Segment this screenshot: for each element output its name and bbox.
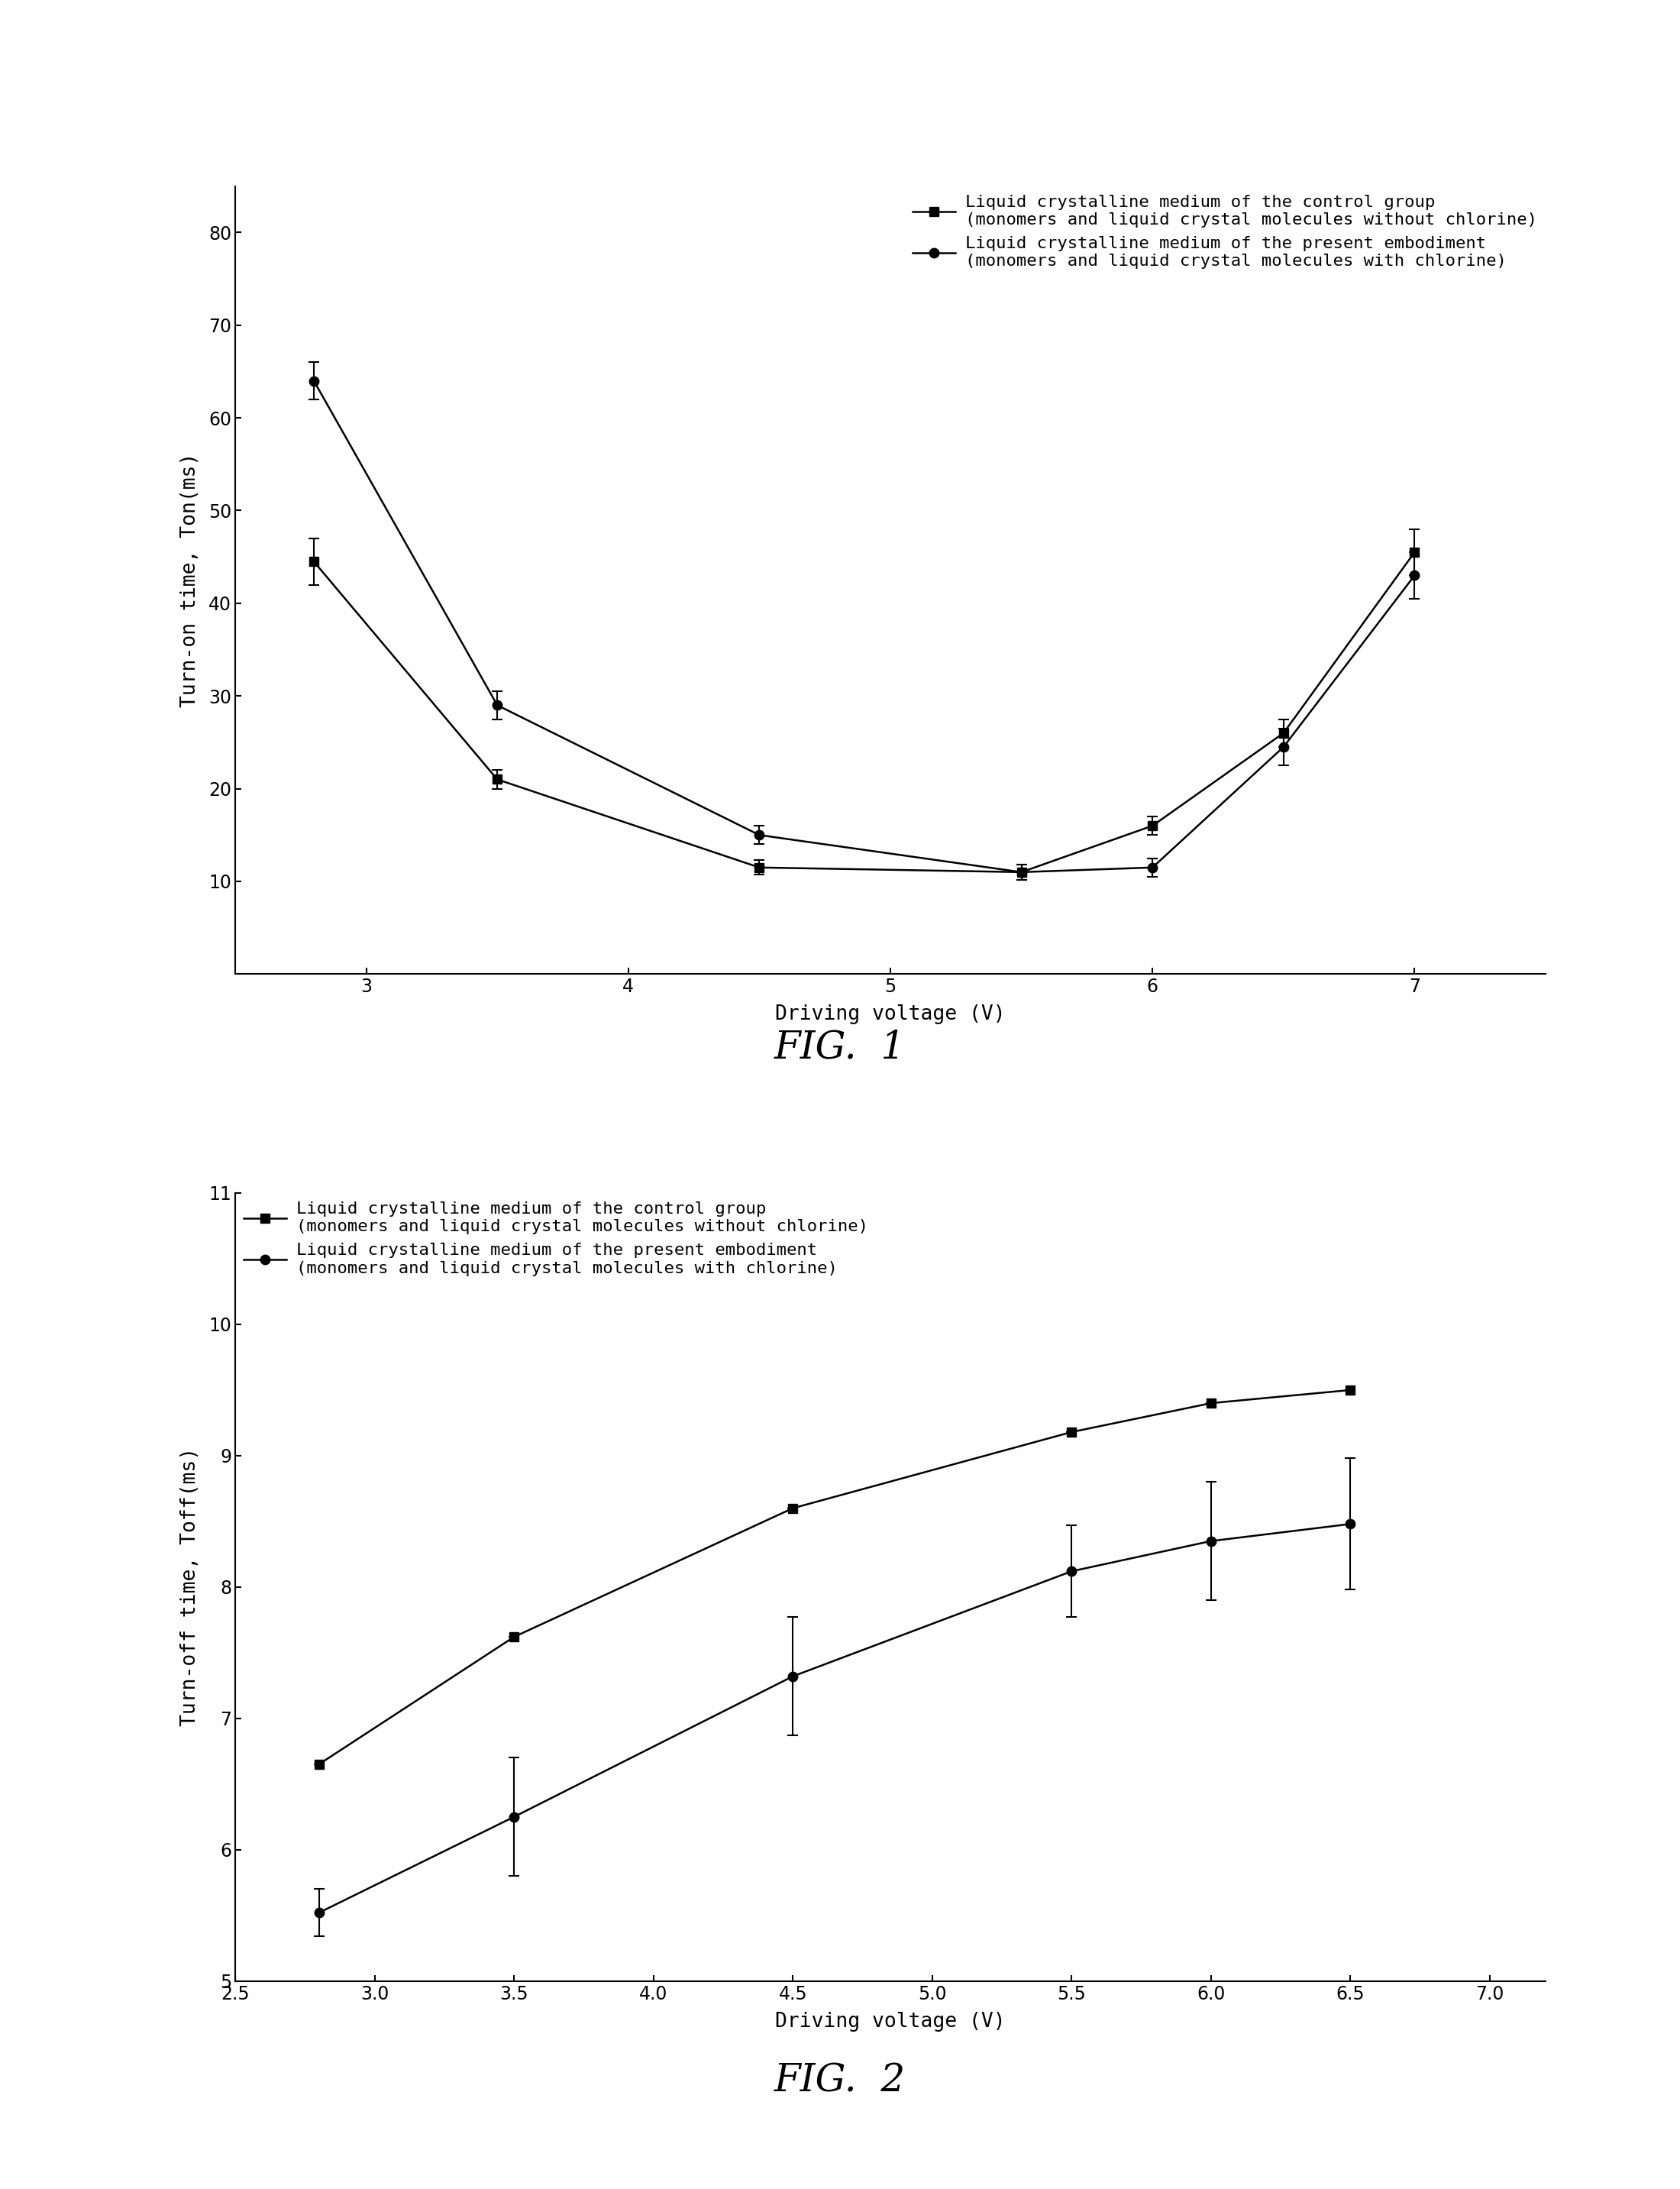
Y-axis label: Turn-off time, Toff(ms): Turn-off time, Toff(ms) <box>180 1447 200 1727</box>
Legend: Liquid crystalline medium of the control group
(monomers and liquid crystal mole: Liquid crystalline medium of the control… <box>244 1202 869 1276</box>
Legend: Liquid crystalline medium of the control group
(monomers and liquid crystal mole: Liquid crystalline medium of the control… <box>912 195 1537 269</box>
Text: FIG.  1: FIG. 1 <box>774 1029 906 1066</box>
Y-axis label: Turn-on time, Ton(ms): Turn-on time, Ton(ms) <box>180 453 200 707</box>
X-axis label: Driving voltage (V): Driving voltage (V) <box>774 2012 1006 2031</box>
X-axis label: Driving voltage (V): Driving voltage (V) <box>774 1005 1006 1024</box>
Text: FIG.  2: FIG. 2 <box>774 2062 906 2099</box>
